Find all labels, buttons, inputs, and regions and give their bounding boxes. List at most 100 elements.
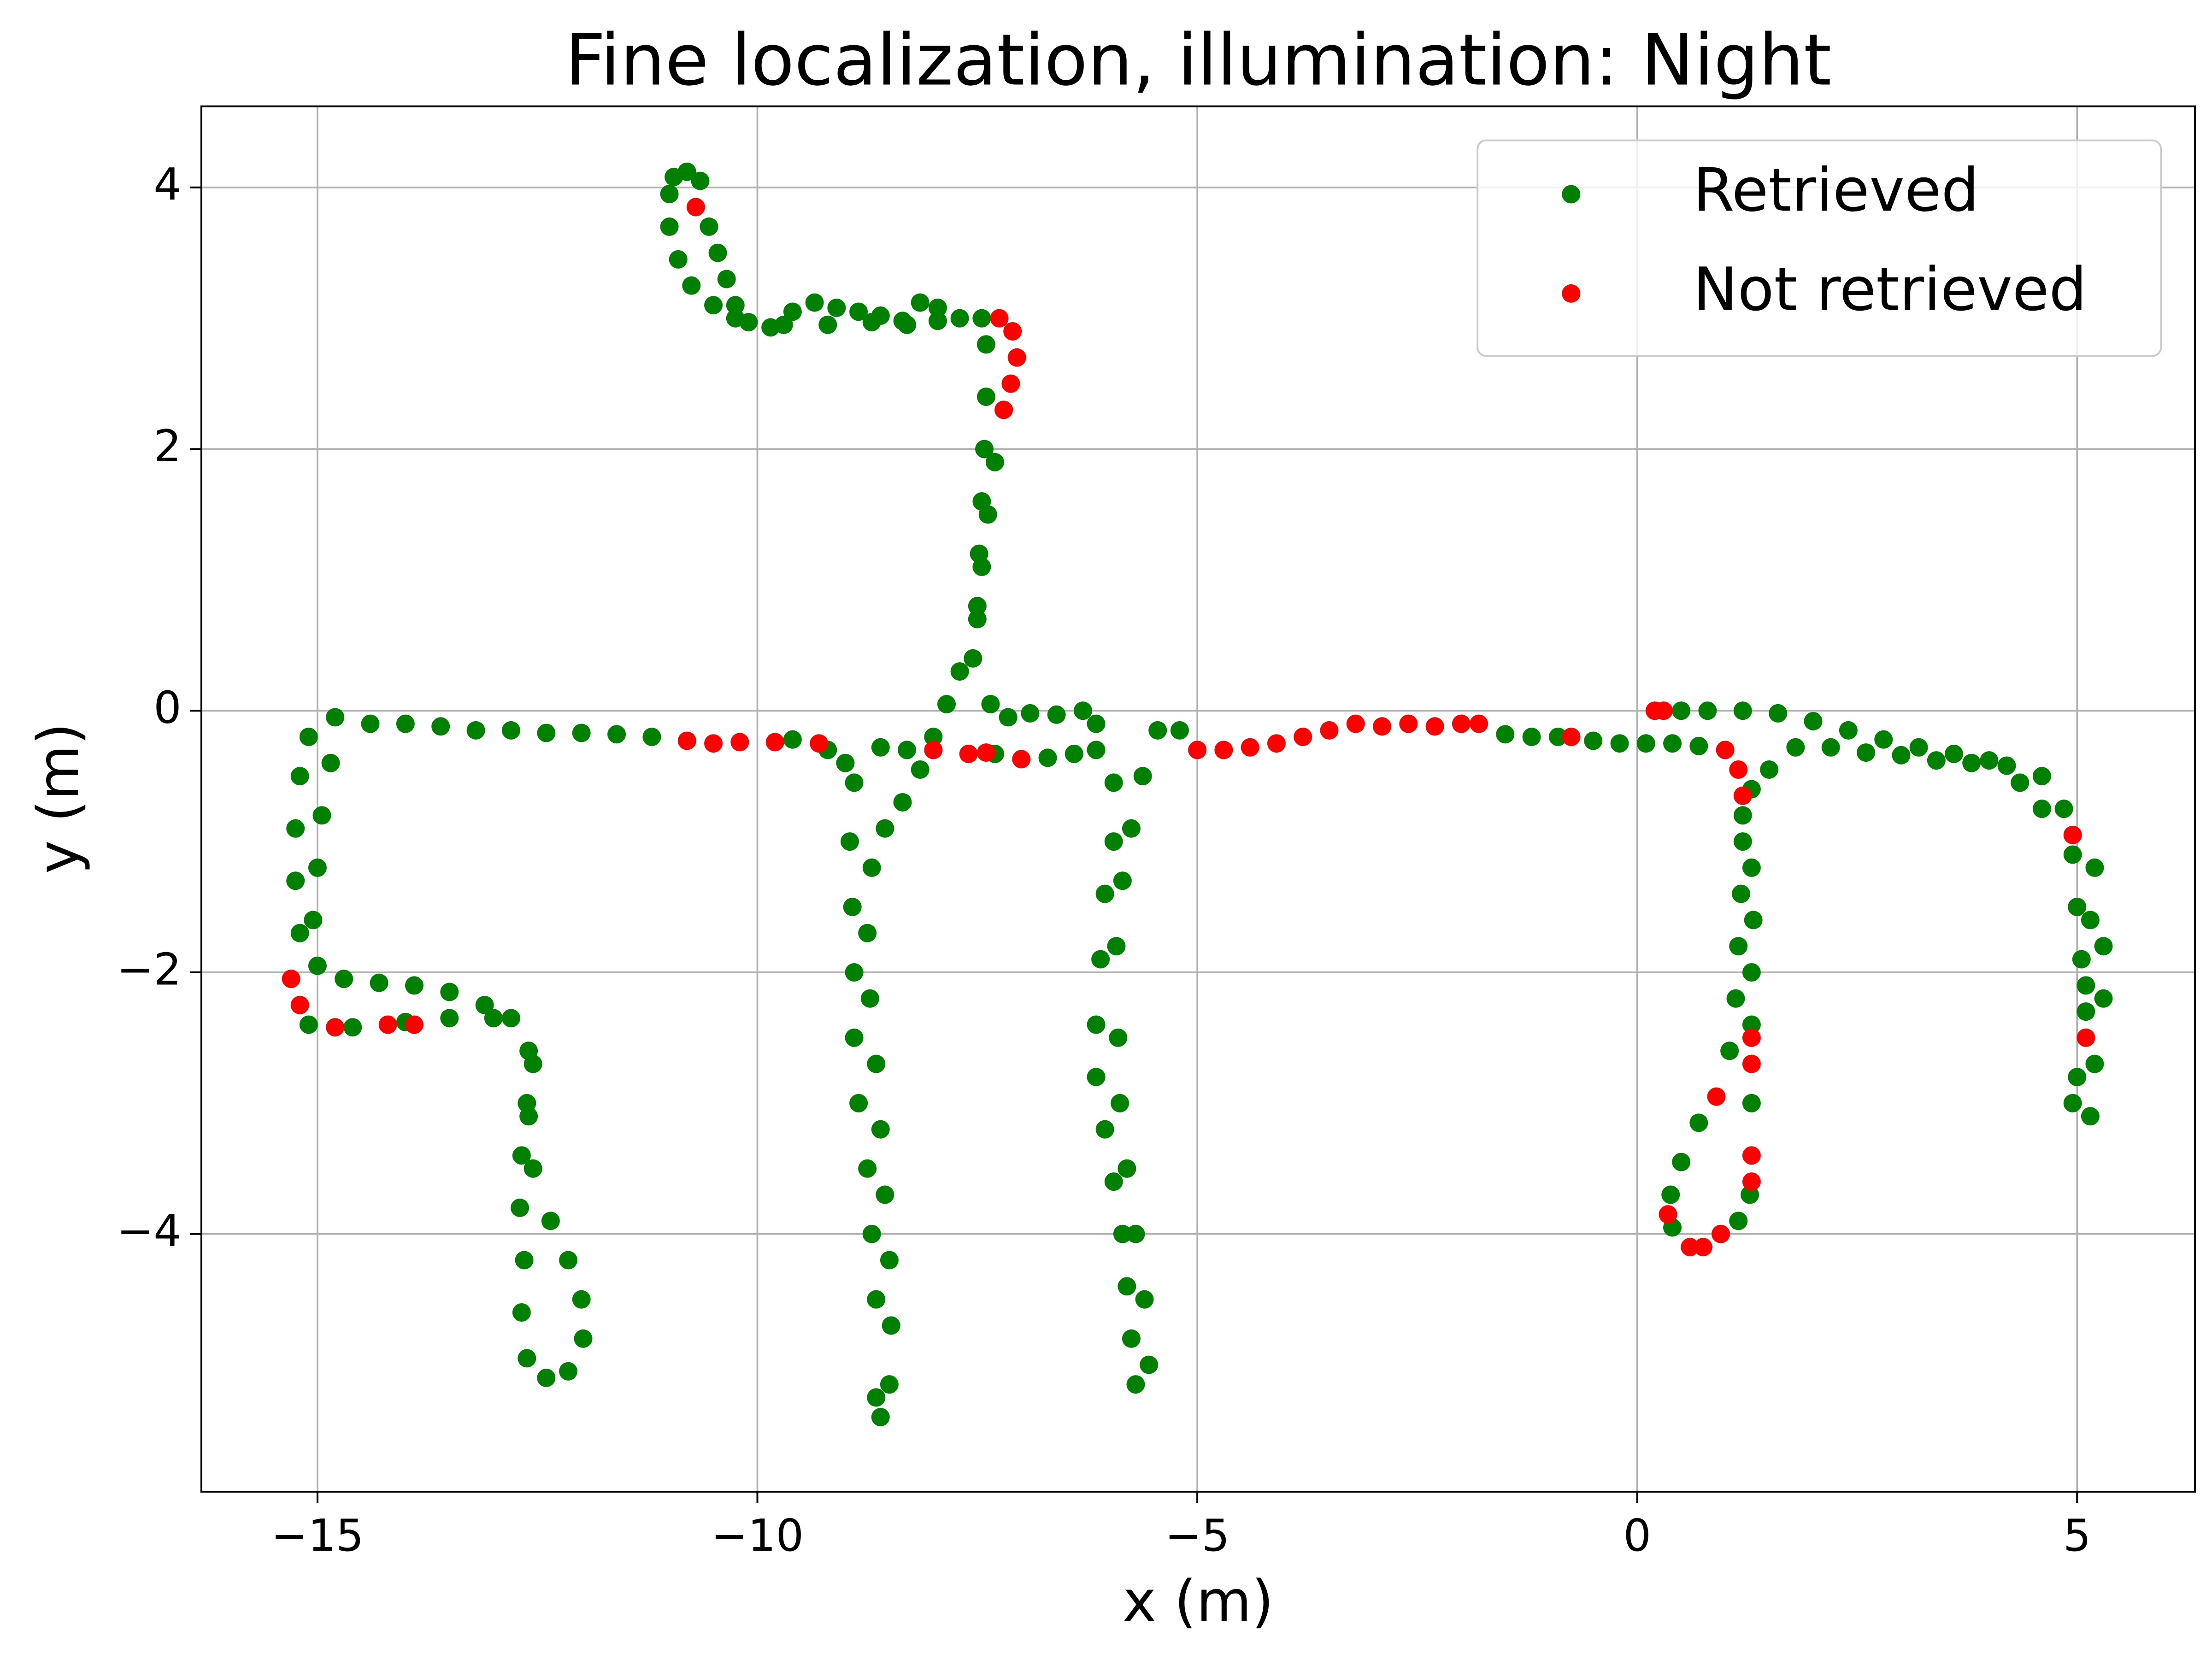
- legend: Retrieved Not retrieved: [1477, 139, 2162, 357]
- scatter-point: [282, 970, 300, 988]
- scatter-point: [972, 557, 991, 576]
- scatter-point: [1997, 756, 2016, 775]
- scatter-point: [2063, 845, 2082, 864]
- scatter-point: [704, 296, 723, 315]
- scatter-point: [717, 270, 736, 288]
- scatter-point: [882, 1316, 900, 1335]
- axes: −15 −10 −5 0 5 −4 −2 0 2 4: [117, 159, 2091, 1561]
- scatter-point: [840, 832, 859, 851]
- scatter-point: [937, 695, 956, 714]
- scatter-point: [964, 649, 982, 668]
- scatter-point: [518, 1349, 536, 1368]
- scatter-point: [515, 1251, 534, 1270]
- scatter-point: [1874, 730, 1893, 749]
- scatter-point: [867, 1054, 886, 1073]
- scatter-point: [511, 1198, 529, 1217]
- scatter-point: [682, 276, 701, 295]
- scatter-point: [1113, 871, 1132, 890]
- scatter-point: [924, 728, 943, 747]
- scatter-point: [1148, 721, 1167, 740]
- scatter-point: [440, 982, 459, 1001]
- scatter-point: [1742, 1054, 1761, 1073]
- scatter-point: [968, 597, 987, 616]
- scatter-point: [326, 708, 345, 727]
- scatter-point: [2094, 937, 2113, 956]
- scatter-point: [290, 767, 309, 786]
- y-tick-label: 2: [153, 421, 182, 472]
- scatter-point: [1087, 741, 1106, 759]
- scatter-point: [1320, 721, 1339, 740]
- scatter-point: [1672, 1153, 1691, 1171]
- scatter-point: [2081, 911, 2100, 930]
- scatter-point: [286, 819, 305, 838]
- scatter-point: [326, 1018, 345, 1037]
- x-tick-label: −15: [271, 1510, 364, 1561]
- y-tick-label: −2: [117, 944, 182, 995]
- scatter-point: [1716, 741, 1735, 759]
- scatter-point: [475, 995, 494, 1014]
- scatter-point: [1731, 884, 1750, 903]
- scatter-point: [1980, 751, 1999, 770]
- scatter-point: [378, 1015, 397, 1034]
- scatter-point: [1496, 725, 1515, 744]
- scatter-point: [484, 1009, 503, 1028]
- scatter-point: [1470, 714, 1488, 733]
- scatter-point: [574, 1329, 593, 1348]
- scatter-point: [2085, 858, 2104, 877]
- scatter-point: [911, 760, 930, 779]
- scatter-point: [1021, 704, 1040, 723]
- scatter-point: [607, 725, 626, 744]
- scatter-point: [1087, 1068, 1106, 1087]
- x-tick-label: −5: [1165, 1510, 1230, 1561]
- scatter-point: [2068, 898, 2087, 917]
- scatter-point: [849, 302, 868, 321]
- scatter-point: [2011, 773, 2030, 792]
- scatter-point: [860, 989, 879, 1008]
- scatter-point: [290, 924, 309, 942]
- scatter-point: [537, 724, 556, 742]
- scatter-point: [994, 400, 1013, 419]
- legend-box: [1477, 139, 2162, 357]
- scatter-point: [1729, 760, 1748, 779]
- scatter-point: [726, 296, 745, 315]
- scatter-point: [512, 1303, 531, 1322]
- scatter-point: [1122, 819, 1141, 838]
- scatter-point: [810, 734, 829, 753]
- scatter-point: [1712, 1224, 1730, 1243]
- scatter-point: [1214, 741, 1233, 759]
- scatter-point: [1104, 832, 1123, 851]
- scatter-point: [783, 730, 802, 749]
- scatter-point: [1909, 738, 1928, 757]
- scatter-point: [959, 744, 978, 763]
- scatter-point: [1742, 963, 1761, 982]
- scatter-point: [1742, 1094, 1761, 1112]
- scatter-point: [290, 995, 309, 1014]
- scatter-point: [1104, 1172, 1123, 1191]
- scatter-point: [1661, 1185, 1680, 1204]
- scatter-point: [1962, 753, 1981, 772]
- scatter-point: [2063, 825, 2082, 844]
- scatter-point: [361, 714, 380, 733]
- scatter-point: [1111, 1094, 1130, 1112]
- scatter-point: [660, 217, 679, 236]
- scatter-point: [880, 1251, 899, 1270]
- scatter-point: [677, 731, 696, 750]
- scatter-point: [950, 662, 969, 681]
- scatter-point: [898, 741, 917, 759]
- scatter-point: [867, 1290, 886, 1309]
- scatter-point: [700, 217, 718, 236]
- scatter-point: [1892, 746, 1911, 765]
- scatter-point: [876, 819, 894, 838]
- plot-marks: [282, 162, 2113, 1427]
- scatter-point: [524, 1159, 542, 1178]
- scatter-point: [975, 440, 994, 459]
- scatter-point: [572, 724, 591, 742]
- scatter-point: [1584, 731, 1603, 750]
- scatter-point: [1698, 701, 1717, 720]
- scatter-point: [1038, 748, 1057, 767]
- scatter-point: [1760, 760, 1779, 779]
- scatter-point: [774, 315, 793, 334]
- scatter-point: [335, 970, 353, 988]
- scatter-point: [858, 1159, 877, 1178]
